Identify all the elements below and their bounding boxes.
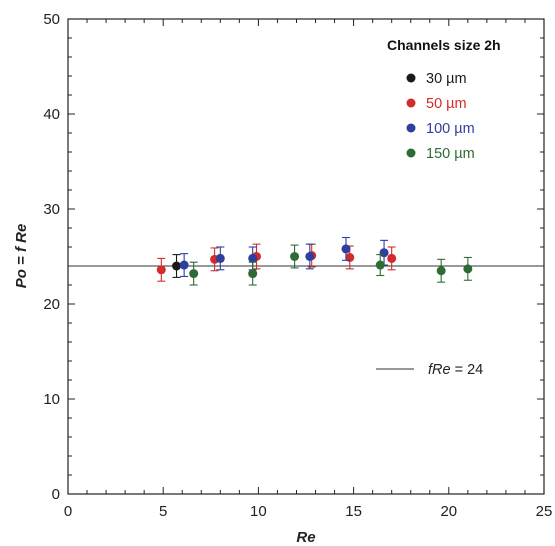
marker: [248, 253, 258, 263]
marker: [387, 253, 397, 263]
axis-ticks: [67, 18, 545, 495]
legend-title: Channels size 2h: [387, 37, 501, 53]
data-points: [156, 236, 473, 286]
data-point: [210, 247, 220, 272]
x-tick-label: 10: [250, 503, 267, 520]
marker: [375, 260, 385, 270]
legend-marker: [406, 98, 416, 108]
legend-item: 150 µm: [406, 146, 475, 162]
marker: [305, 252, 315, 261]
legend-label: 50 µm: [426, 96, 467, 112]
marker: [156, 265, 166, 275]
reference-label-italic: fRe: [428, 362, 451, 378]
marker: [436, 266, 446, 276]
tick-labels: 0 5 10 15 20 25 0 10 20 30 40 50: [43, 11, 552, 520]
data-point: [463, 256, 473, 281]
x-tick-label: 25: [536, 503, 553, 520]
marker: [290, 252, 300, 261]
reference-label: fRe = 24: [428, 362, 483, 378]
data-point: [172, 254, 182, 278]
legend-label: 150 µm: [426, 146, 475, 162]
y-tick-label: 30: [43, 201, 60, 218]
data-point: [305, 243, 315, 270]
x-axis-title: Re: [296, 529, 315, 546]
y-tick-label: 0: [52, 486, 60, 503]
marker: [172, 261, 182, 271]
legend: Channels size 2h 30 µm 50 µm 100 µm 150 µm: [387, 37, 501, 162]
x-tick-label: 5: [159, 503, 167, 520]
y-tick-label: 50: [43, 11, 60, 28]
marker: [179, 260, 189, 270]
data-point: [375, 254, 385, 277]
legend-label: 100 µm: [426, 121, 475, 137]
marker: [248, 269, 258, 279]
x-tick-label: 15: [345, 503, 362, 520]
legend-item: 100 µm: [406, 121, 475, 137]
data-point: [387, 246, 397, 271]
y-axis-title: Po = f Re: [13, 224, 30, 289]
x-tick-label: 0: [64, 503, 72, 520]
marker: [345, 252, 355, 262]
legend-item: 50 µm: [406, 96, 467, 112]
marker: [215, 253, 225, 263]
marker: [189, 269, 199, 279]
legend-item: 30 µm: [406, 71, 467, 87]
legend-marker: [406, 148, 416, 158]
data-point: [290, 244, 300, 269]
data-point: [248, 261, 258, 286]
data-point: [189, 261, 199, 286]
reference-label-value: = 24: [451, 362, 484, 378]
y-tick-label: 10: [43, 391, 60, 408]
y-tick-label: 20: [43, 296, 60, 313]
data-point: [341, 236, 351, 261]
x-tick-label: 20: [440, 503, 457, 520]
legend-label: 30 µm: [426, 71, 467, 87]
marker: [463, 264, 473, 274]
data-point: [215, 246, 225, 271]
data-point: [156, 257, 166, 282]
marker: [341, 244, 351, 254]
data-point: [436, 258, 446, 283]
data-point: [179, 253, 189, 278]
legend-marker: [406, 123, 416, 133]
y-tick-label: 40: [43, 106, 60, 123]
marker: [379, 248, 389, 258]
legend-marker: [406, 73, 416, 83]
